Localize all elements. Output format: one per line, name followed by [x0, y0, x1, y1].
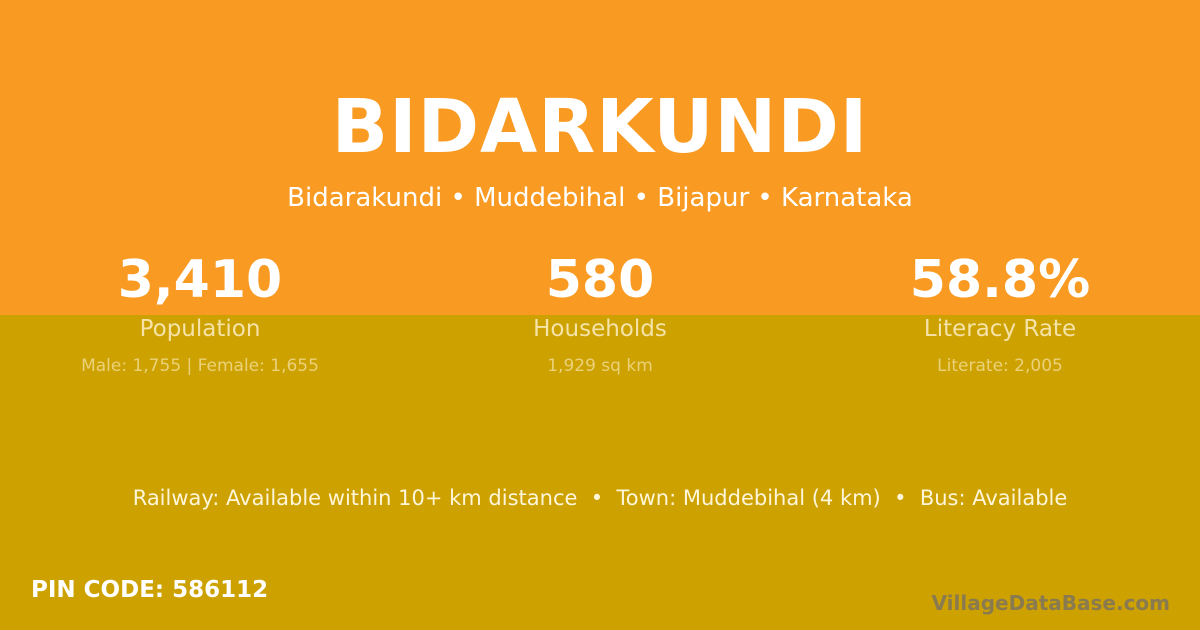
transport-info: Railway: Available within 10+ km distanc…	[132, 486, 1068, 510]
stat-value: 3,410	[117, 250, 283, 310]
stat-detail: Literate: 2,005	[937, 356, 1063, 376]
brand-watermark: VillageDataBase.com	[931, 591, 1170, 615]
stat-detail: Male: 1,755 | Female: 1,655	[81, 356, 319, 376]
location-breadcrumb: Bidarakundi • Muddebihal • Bijapur • Kar…	[287, 183, 913, 213]
page-title: BIDARKUNDI	[331, 84, 869, 170]
pin-code: PIN CODE: 586112	[31, 577, 269, 603]
stat-literacy: 58.8% Literacy Rate Literate: 2,005	[800, 250, 1200, 376]
stat-label: Households	[533, 316, 667, 342]
stat-label: Population	[139, 316, 261, 342]
stat-label: Literacy Rate	[923, 316, 1077, 342]
stat-value: 580	[545, 250, 655, 310]
stat-households: 580 Households 1,929 sq km	[400, 250, 800, 376]
stat-population: 3,410 Population Male: 1,755 | Female: 1…	[0, 250, 400, 376]
header-band	[0, 0, 1200, 315]
stat-value: 58.8%	[909, 250, 1091, 310]
stat-detail: 1,929 sq km	[547, 356, 653, 376]
